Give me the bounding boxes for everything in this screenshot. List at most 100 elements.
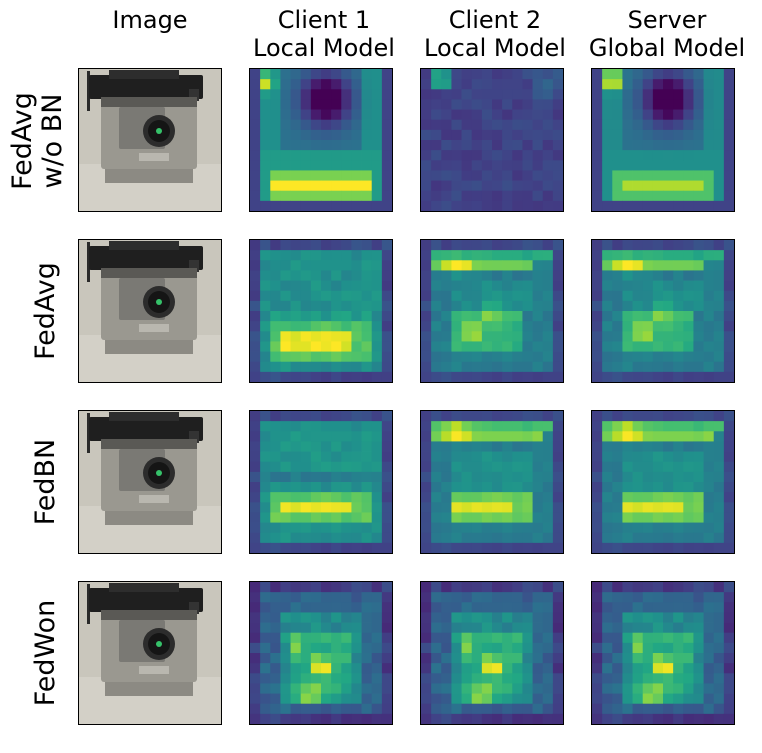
status-light: [156, 299, 162, 305]
heatmap-cell: [552, 89, 563, 100]
heatmap-cell: [260, 311, 271, 322]
heatmap-cell: [522, 441, 533, 452]
heatmap-cell: [542, 240, 554, 251]
heatmap-cell: [673, 79, 684, 90]
heatmap-cell: [602, 713, 613, 724]
heatmap-cell: [502, 351, 513, 363]
heatmap-cell: [351, 592, 362, 603]
heatmap-cell: [421, 612, 432, 623]
heatmap-cell: [471, 150, 483, 161]
heatmap-cell: [331, 451, 342, 463]
heatmap-cell: [612, 492, 623, 503]
heatmap-cell: [713, 713, 725, 724]
heatmap-cell: [331, 180, 342, 192]
heatmap-cell: [552, 653, 563, 664]
heatmap-cell: [612, 502, 623, 513]
heatmap-cell: [341, 492, 352, 503]
heatmap-cell: [290, 512, 302, 523]
heatmap-cell: [280, 492, 291, 503]
heatmap-cell: [250, 290, 261, 302]
heatmap-cell: [522, 290, 533, 302]
heatmap-cell: [703, 140, 715, 151]
heatmap-cell: [351, 270, 362, 281]
heatmap-cell: [652, 471, 664, 483]
heatmap-cell: [471, 351, 483, 363]
heatmap-cell: [492, 421, 503, 432]
heatmap-cell: [632, 431, 644, 442]
heatmap-cell: [351, 622, 362, 634]
heatmap-cell: [471, 642, 483, 654]
heatmap-cell: [592, 713, 603, 724]
heatmap-cell: [713, 260, 725, 271]
heatmap-cell: [371, 673, 383, 684]
heatmap-cell: [280, 361, 291, 373]
heatmap-cell: [371, 119, 383, 131]
heatmap-cell: [723, 592, 734, 603]
heatmap-cell: [481, 361, 493, 373]
heatmap-cell: [471, 703, 483, 715]
heatmap-cell: [602, 471, 613, 483]
heatmap-cell: [260, 119, 271, 131]
heatmap-cell: [461, 663, 473, 674]
heatmap-cell: [612, 441, 623, 452]
heatmap-cell: [602, 421, 613, 432]
heatmap-cell: [542, 311, 554, 322]
heatmap-cell: [321, 109, 332, 121]
heatmap-cell: [522, 592, 533, 603]
heatmap-cell: [602, 461, 613, 473]
heatmap-cell: [663, 311, 674, 322]
heatmap-cell: [552, 290, 563, 302]
heatmap-cell: [300, 180, 312, 192]
heatmap-cell: [461, 492, 473, 503]
heatmap-cell: [723, 632, 734, 644]
heatmap-cell: [693, 663, 704, 674]
heatmap-cell: [310, 150, 322, 161]
heatmap-cell: [683, 190, 694, 202]
heatmap-cell: [310, 170, 322, 181]
heatmap-cell: [421, 411, 432, 422]
heatmap-cell: [703, 482, 715, 493]
heatmap-cell: [381, 411, 392, 422]
heatmap-cell: [431, 632, 442, 644]
heatmap-cell: [552, 482, 563, 493]
heatmap-cell: [310, 461, 322, 473]
heatmap-cell: [481, 642, 493, 654]
heatmap-cell: [663, 451, 674, 463]
heatmap-cell: [652, 642, 664, 654]
heatmap-cell: [592, 512, 603, 523]
heatmap-cell: [542, 341, 554, 352]
heatmap-cell: [632, 713, 644, 724]
heatmap-cell: [481, 622, 493, 634]
heatmap-cell: [723, 482, 734, 493]
heatmap-cell: [321, 431, 332, 442]
heatmap-cell: [542, 190, 554, 202]
heatmap-cell: [632, 351, 644, 363]
heatmap-cell: [441, 451, 452, 463]
saliency-heatmap: [421, 240, 563, 382]
heatmap-cell: [552, 150, 563, 161]
heatmap-cell: [602, 250, 613, 261]
heatmap-cell: [693, 622, 704, 634]
heatmap-cell: [532, 522, 544, 534]
heatmap-cell: [612, 482, 623, 493]
heatmap-cell: [341, 129, 352, 141]
heatmap-cell: [532, 331, 544, 342]
heatmap-cell: [250, 311, 261, 322]
heatmap-cell: [703, 160, 715, 171]
heatmap-cell: [532, 180, 544, 192]
heatmap-cell: [481, 411, 493, 422]
heatmap-cell: [310, 673, 322, 684]
heatmap-cell: [471, 441, 483, 452]
heatmap-cell: [321, 280, 332, 292]
heatmap-cell: [461, 512, 473, 523]
heatmap-cell: [612, 632, 623, 644]
heatmap-cell: [612, 411, 623, 422]
heatmap-cell: [310, 190, 322, 202]
heatmap-cell: [441, 713, 452, 724]
heatmap-cell: [361, 371, 373, 382]
heatmap-cell: [331, 311, 342, 322]
heatmap-cell: [552, 683, 563, 694]
heatmap-cell: [451, 119, 462, 131]
heatmap-cell: [683, 441, 694, 452]
projector-bottom: [105, 169, 193, 183]
